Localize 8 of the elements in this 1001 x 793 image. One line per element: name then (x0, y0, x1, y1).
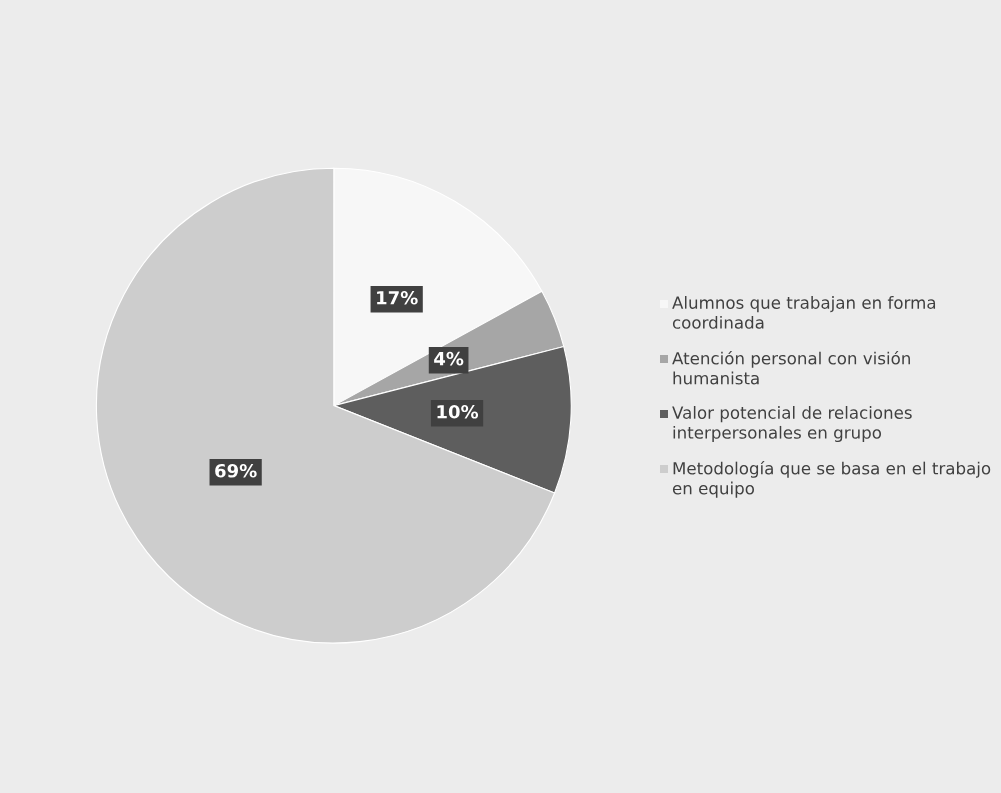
legend-label: Atención personal con visión humanista (672, 351, 910, 385)
legend-label: Alumnos que trabajan en forma coordinada (672, 296, 936, 329)
data-label: 10% (437, 404, 479, 419)
data-label: 17% (377, 290, 418, 305)
data-label: 4% (434, 351, 464, 366)
legend-label: Metodología que se basa en el trabajo en equipo (672, 461, 991, 498)
data-label: 69% (215, 463, 257, 478)
legend-label: Valor potencial de relaciones interpersonales en grupo (672, 406, 912, 443)
